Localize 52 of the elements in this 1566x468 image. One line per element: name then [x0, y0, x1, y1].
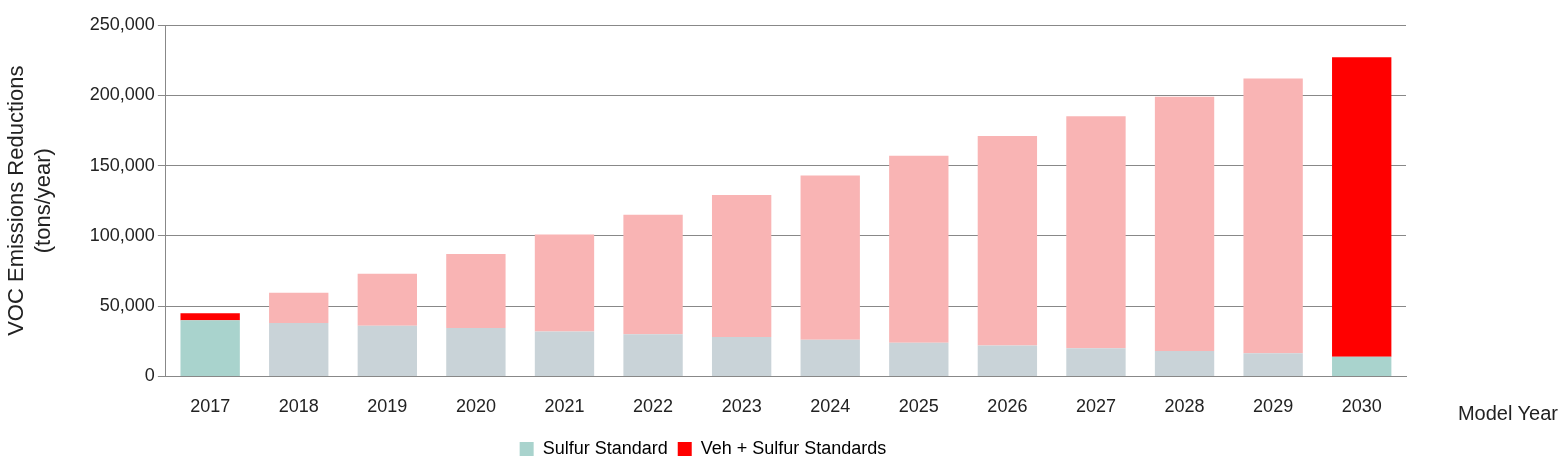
bar [446, 327, 506, 376]
bar [446, 254, 506, 328]
bar [977, 345, 1038, 376]
bar [1332, 57, 1392, 357]
x-tick-label: 2024 [810, 396, 851, 417]
x-tick-label: 2022 [633, 396, 674, 417]
bar [623, 214, 683, 335]
bar [800, 339, 860, 376]
y-tick-label: 50,000 [99, 295, 155, 316]
y-tick-label: 0 [144, 365, 155, 386]
x-tick-label: 2021 [544, 396, 585, 417]
x-tick-label: 2017 [190, 396, 231, 417]
y-tick-label: 250,000 [89, 13, 155, 34]
x-axis-title: Model Year [1457, 402, 1558, 425]
bar [711, 195, 772, 338]
x-tick-label: 2030 [1341, 396, 1382, 417]
y-tick-label: 100,000 [89, 224, 155, 245]
bar [357, 325, 417, 376]
bar [977, 136, 1038, 346]
y-tick-label: 150,000 [89, 154, 155, 175]
bar [180, 320, 240, 376]
x-tick-label: 2020 [455, 396, 496, 417]
x-tick-label: 2018 [278, 396, 319, 417]
x-tick-label: 2028 [1164, 396, 1205, 417]
bar [711, 337, 772, 376]
bar [1066, 116, 1126, 349]
x-tick-label: 2025 [898, 396, 939, 417]
legend-label: Sulfur Standard [542, 437, 668, 458]
bar [269, 322, 329, 376]
bar [1154, 351, 1215, 376]
bar [1332, 356, 1392, 376]
bar [1154, 96, 1215, 352]
x-tick-label: 2027 [1075, 396, 1116, 417]
bar [180, 313, 240, 321]
x-tick-label: 2026 [987, 396, 1028, 417]
x-tick-label: 2019 [367, 396, 408, 417]
x-tick-label: 2023 [721, 396, 762, 417]
bar [1243, 353, 1303, 376]
x-tick-label: 2029 [1253, 396, 1294, 417]
bar [889, 155, 949, 343]
bar [800, 175, 860, 340]
bar [534, 234, 595, 332]
bar [889, 342, 949, 376]
bar [1066, 348, 1126, 376]
legend-label: Veh + Sulfur Standards [700, 437, 887, 458]
bar [1243, 78, 1303, 354]
bar [623, 334, 683, 376]
y-axis-title: VOC Emissions Reductions (tons/year) [3, 65, 55, 336]
bar [357, 273, 417, 326]
bar [269, 292, 329, 323]
bar [534, 331, 595, 376]
y-tick-label: 200,000 [89, 84, 155, 105]
